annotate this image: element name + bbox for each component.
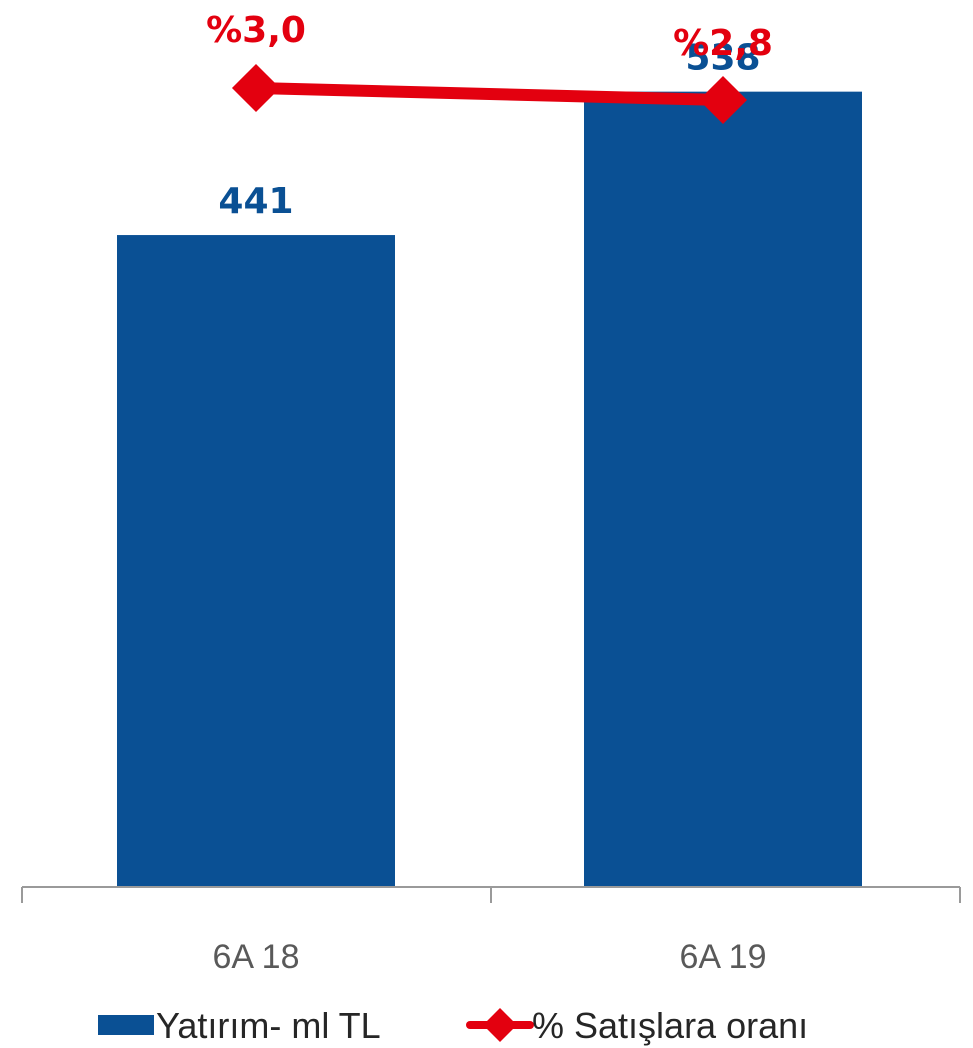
bar-value-label-6a-19: 538 <box>685 38 760 79</box>
x-tick-label-6a-18: 6A 18 <box>213 938 300 976</box>
bar-6a-19 <box>584 91 862 887</box>
ratio-marker-6a-19 <box>698 75 748 125</box>
bar-6a-18 <box>117 235 395 887</box>
legend-label-line: % Satışlara oranı <box>532 1005 808 1046</box>
legend-label-bar: Yatırım- ml TL <box>156 1005 381 1046</box>
legend: Yatırım- ml TL % Satışlara oranı <box>98 1005 808 1046</box>
bar-value-label-6a-18: 441 <box>218 181 293 222</box>
ratio-marker-6a-18 <box>231 63 281 113</box>
ratio-series-line <box>250 82 729 106</box>
ratio-value-label-6a-19: %2,8 <box>673 23 773 64</box>
x-tick-label-6a-19: 6A 19 <box>680 938 767 976</box>
ratio-value-label-6a-18: %3,0 <box>206 10 306 51</box>
legend-swatch-marker <box>483 1008 517 1042</box>
legend-swatch-bar <box>98 1015 154 1035</box>
